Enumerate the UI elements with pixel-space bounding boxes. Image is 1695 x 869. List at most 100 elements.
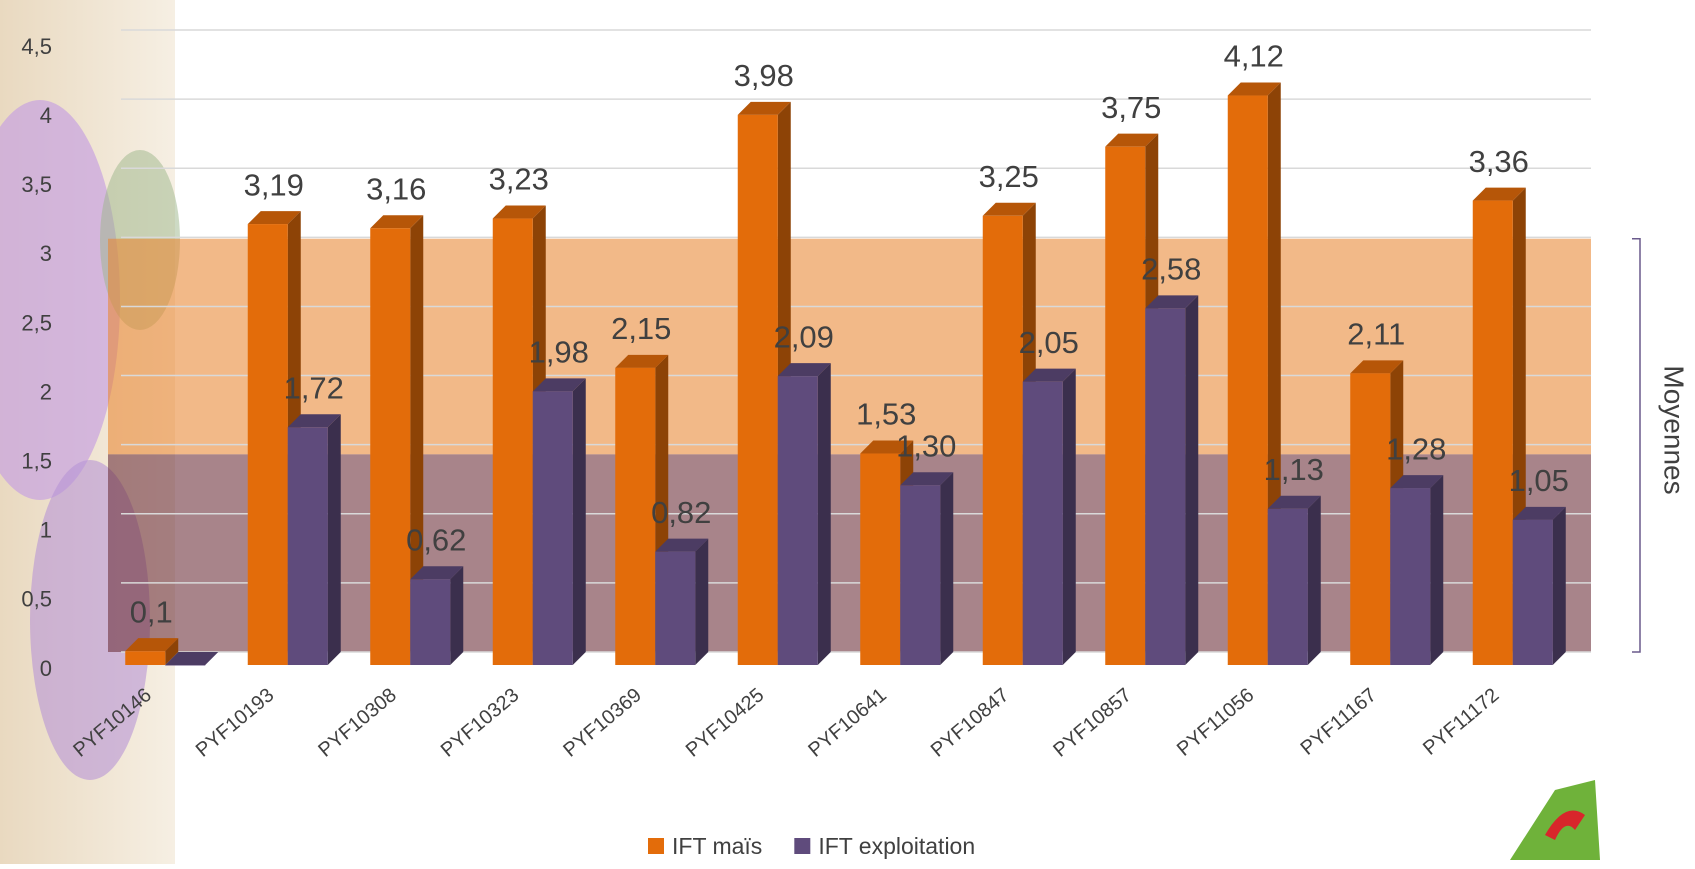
value-label: 0,62	[406, 522, 466, 557]
x-tick-label: PYF10847	[927, 684, 1014, 762]
value-label: 0,82	[651, 495, 711, 530]
bar-top	[737, 101, 791, 115]
bar	[1227, 95, 1268, 666]
x-tick-label: PYF10323	[437, 684, 524, 762]
bar-side	[1430, 475, 1444, 665]
x-tick-label: PYF10425	[682, 684, 769, 762]
bar	[410, 579, 451, 665]
bar-side	[817, 363, 831, 665]
bar	[655, 551, 696, 665]
flower-petal	[0, 100, 120, 500]
bar-top	[165, 652, 219, 665]
bar	[370, 228, 411, 665]
bar-top	[410, 566, 464, 580]
bar-top	[125, 638, 179, 652]
bar	[982, 215, 1023, 665]
value-label: 1,72	[284, 370, 344, 405]
bar	[125, 651, 166, 665]
bar	[165, 665, 206, 666]
value-label: 2,11	[1347, 317, 1405, 352]
bar-side	[1307, 495, 1321, 665]
bar	[247, 224, 288, 665]
bar	[1267, 508, 1308, 665]
bar	[1145, 308, 1186, 665]
bands	[108, 238, 1591, 652]
bar	[1350, 373, 1391, 665]
bars: 0,1 3,19 1,72 3,16 0,62 3,23 1,98 2,15 0,82 3,98 2…	[125, 39, 1569, 666]
bar-top	[247, 211, 301, 225]
average-band	[108, 238, 1591, 455]
bar-top	[1390, 475, 1444, 489]
value-label: 1,53	[856, 397, 916, 432]
bar-top	[982, 202, 1036, 216]
logo-shape	[1510, 780, 1600, 860]
bar	[737, 114, 778, 666]
bracket	[1632, 237, 1641, 653]
bar-side	[572, 378, 586, 665]
grid: 0 0,5 1 1,5 2 2,5 3 3,5 4 4,5	[21, 29, 1591, 681]
value-label: 3,19	[244, 167, 304, 202]
y-tick-label: 2	[40, 379, 52, 404]
value-label: 3,16	[366, 171, 426, 206]
x-tick-label: PYF10308	[314, 684, 401, 762]
value-label: 0,1	[130, 594, 173, 629]
value-label: 2,58	[1141, 252, 1201, 287]
bar-top	[615, 354, 669, 368]
bar-top	[1472, 187, 1526, 201]
value-label: 1,13	[1264, 452, 1324, 487]
value-label: 1,98	[529, 335, 589, 370]
bar	[287, 427, 328, 665]
value-label: 2,09	[774, 319, 834, 354]
bar-top	[1227, 82, 1281, 96]
bar-side	[695, 538, 709, 665]
bar	[532, 391, 573, 665]
bar-top	[492, 205, 546, 219]
value-label: 3,23	[489, 162, 549, 197]
bar	[1105, 146, 1146, 665]
bar-top	[900, 472, 954, 486]
bar-side	[327, 414, 341, 665]
bar-side	[1062, 368, 1076, 665]
legend-label: IFT maïs	[672, 833, 762, 859]
bar-top	[287, 414, 341, 428]
bar	[492, 218, 533, 665]
bar-top	[370, 215, 424, 229]
bar-top	[1512, 506, 1566, 520]
x-tick-label: PYF11056	[1173, 684, 1258, 761]
y-tick-label: 3,5	[21, 172, 52, 197]
average-band	[108, 454, 1591, 652]
bar-top	[1105, 133, 1159, 147]
x-tick-label: PYF11167	[1297, 684, 1381, 760]
y-tick-label: 1	[40, 518, 52, 543]
bar	[1512, 519, 1553, 665]
y-tick-label: 4,5	[21, 34, 52, 59]
band-annotation: Moyennes	[1659, 365, 1690, 494]
bar-top	[1267, 495, 1321, 509]
value-label: 2,15	[611, 311, 671, 346]
y-tick-label: 2,5	[21, 310, 52, 335]
x-tick-label: PYF10193	[192, 684, 279, 762]
value-label: 3,75	[1101, 90, 1161, 125]
bar-side	[940, 472, 954, 665]
logo-mark	[1545, 810, 1585, 840]
bar-top	[655, 538, 709, 552]
x-tick-label: PYF11172	[1419, 684, 1503, 760]
bar	[1022, 381, 1063, 665]
y-tick-label: 3	[40, 241, 52, 266]
bar-top	[1350, 360, 1404, 374]
logo	[1510, 780, 1600, 860]
value-label: 1,05	[1509, 463, 1569, 498]
bar-side	[410, 215, 424, 665]
bar-side	[450, 566, 464, 665]
x-tick-label: PYF10369	[559, 684, 646, 762]
value-label: 3,25	[979, 159, 1039, 194]
bar-side	[165, 638, 179, 665]
bar-top	[777, 363, 831, 377]
y-tick-label: 1,5	[21, 448, 52, 473]
bar-top	[1145, 295, 1199, 309]
bar	[1472, 200, 1513, 665]
y-tick-label: 4	[40, 103, 52, 128]
legend-swatch	[648, 838, 664, 854]
y-tick-label: 0,5	[21, 587, 52, 612]
